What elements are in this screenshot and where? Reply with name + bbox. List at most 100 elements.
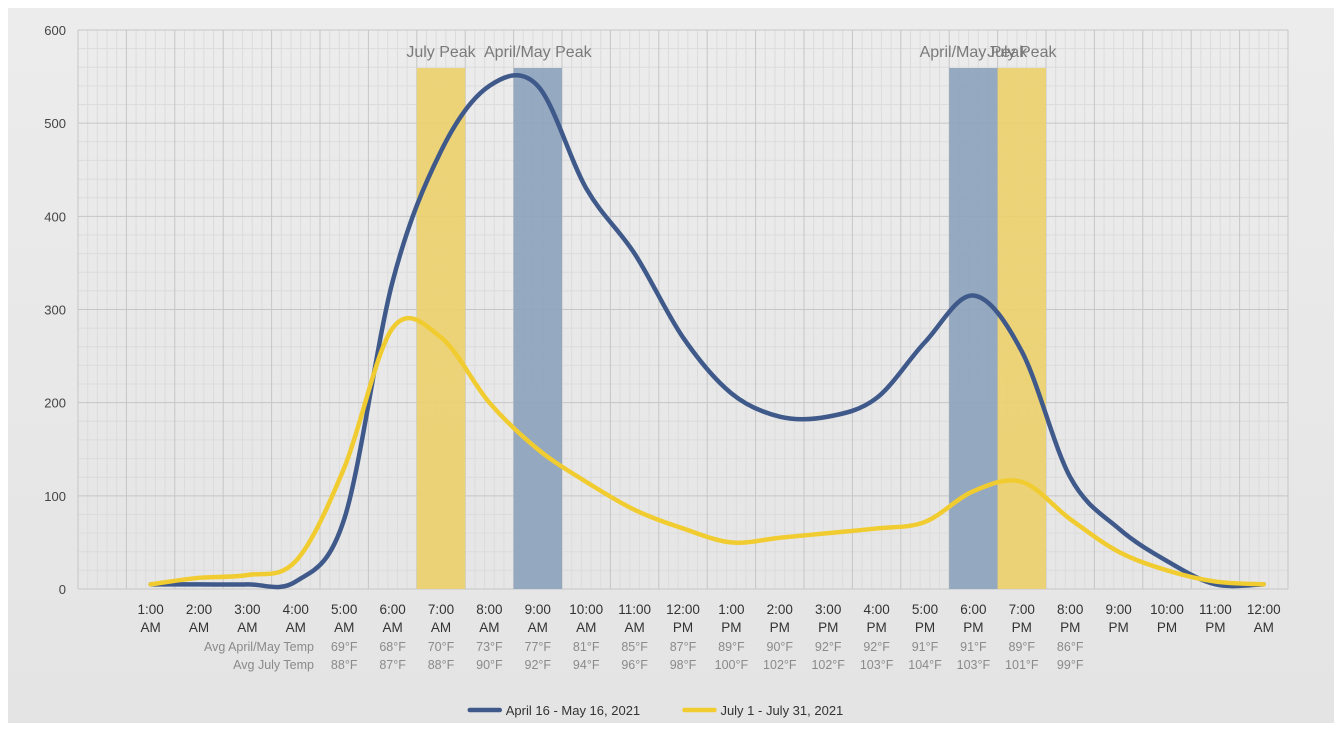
temperature-value: 77°F <box>525 640 552 654</box>
peak-highlight-label: July Peak <box>987 44 1057 61</box>
x-tick-label: 9:00 <box>1105 602 1131 617</box>
temperature-value: 87°F <box>379 658 406 672</box>
x-tick-label-period: PM <box>1012 620 1032 635</box>
x-tick-label-period: PM <box>721 620 741 635</box>
temperature-value: 91°F <box>912 640 939 654</box>
x-tick-label-period: PM <box>673 620 693 635</box>
temperature-value: 92°F <box>815 640 842 654</box>
y-tick-label: 300 <box>44 303 66 318</box>
temperature-value: 85°F <box>621 640 648 654</box>
x-tick-label: 9:00 <box>525 602 551 617</box>
x-tick-label: 1:00 <box>137 602 163 617</box>
temperature-value: 88°F <box>428 658 455 672</box>
x-tick-label: 3:00 <box>234 602 260 617</box>
x-tick-label: 11:00 <box>618 602 651 617</box>
x-tick-label-period: PM <box>866 620 886 635</box>
x-tick-label: 6:00 <box>379 602 405 617</box>
temperature-value: 91°F <box>960 640 987 654</box>
y-tick-label: 200 <box>44 396 66 411</box>
temperature-value: 103°F <box>860 658 894 672</box>
x-tick-label-period: AM <box>431 620 451 635</box>
x-tick-label: 6:00 <box>960 602 986 617</box>
x-tick-label-period: PM <box>1205 620 1225 635</box>
x-tick-label: 7:00 <box>1009 602 1035 617</box>
temperature-value: 89°F <box>718 640 745 654</box>
x-tick-label: 12:00 <box>666 602 700 617</box>
temperature-value: 101°F <box>1005 658 1039 672</box>
y-tick-label: 500 <box>44 116 66 131</box>
temperature-row-label: Avg July Temp <box>233 658 314 672</box>
x-tick-label: 3:00 <box>815 602 841 617</box>
temperature-value: 89°F <box>1009 640 1036 654</box>
x-tick-label-period: AM <box>189 620 209 635</box>
x-tick-label: 2:00 <box>767 602 793 617</box>
x-tick-label-period: PM <box>963 620 983 635</box>
peak-highlight-label: July Peak <box>406 44 476 61</box>
x-tick-label-period: PM <box>770 620 790 635</box>
x-tick-label-period: AM <box>140 620 160 635</box>
x-tick-label: 11:00 <box>1199 602 1232 617</box>
x-tick-label: 4:00 <box>283 602 309 617</box>
x-tick-label-period: AM <box>334 620 354 635</box>
x-tick-label-period: AM <box>528 620 548 635</box>
x-tick-label-period: AM <box>479 620 499 635</box>
temperature-value: 100°F <box>715 658 749 672</box>
series-line-2 <box>148 315 1267 587</box>
peak-highlight-band <box>513 68 562 589</box>
x-tick-label: 8:00 <box>1057 602 1083 617</box>
y-tick-label: 400 <box>44 209 66 224</box>
peak-highlight-band <box>949 68 998 589</box>
temperature-value: 69°F <box>331 640 358 654</box>
temperature-value: 94°F <box>573 658 600 672</box>
x-tick-label-period: AM <box>382 620 402 635</box>
temperature-value: 102°F <box>811 658 845 672</box>
temperature-value: 99°F <box>1057 658 1084 672</box>
temperature-value: 88°F <box>331 658 358 672</box>
x-tick-label-period: AM <box>576 620 596 635</box>
temperature-value: 103°F <box>957 658 991 672</box>
temperature-value: 68°F <box>379 640 406 654</box>
x-tick-label: 8:00 <box>476 602 502 617</box>
temperature-value: 104°F <box>908 658 942 672</box>
temperature-value: 81°F <box>573 640 600 654</box>
temperature-value: 90°F <box>767 640 794 654</box>
x-tick-label: 10:00 <box>569 602 603 617</box>
temperature-value: 96°F <box>621 658 648 672</box>
x-tick-label: 12:00 <box>1247 602 1281 617</box>
temperature-value: 70°F <box>428 640 455 654</box>
temperature-value: 90°F <box>476 658 503 672</box>
peak-highlights <box>416 68 1046 589</box>
legend-label: July 1 - July 31, 2021 <box>720 703 843 718</box>
y-tick-label: 600 <box>44 23 66 38</box>
x-tick-label-period: AM <box>624 620 644 635</box>
temperature-value: 92°F <box>863 640 890 654</box>
x-tick-label: 10:00 <box>1150 602 1184 617</box>
x-tick-label-period: PM <box>1060 620 1080 635</box>
temperature-value: 86°F <box>1057 640 1084 654</box>
legend-label: April 16 - May 16, 2021 <box>506 703 640 718</box>
temperature-value: 98°F <box>670 658 697 672</box>
x-tick-label-period: AM <box>1254 620 1274 635</box>
x-tick-label-period: PM <box>818 620 838 635</box>
x-tick-label: 7:00 <box>428 602 454 617</box>
temperature-value: 87°F <box>670 640 697 654</box>
y-tick-label: 0 <box>59 582 66 597</box>
x-tick-label-period: AM <box>286 620 306 635</box>
peak-highlight-label: April/May Peak <box>920 44 1029 61</box>
temperature-value: 102°F <box>763 658 797 672</box>
x-tick-label: 4:00 <box>863 602 889 617</box>
y-tick-label: 100 <box>44 489 66 504</box>
series-lines <box>148 73 1267 590</box>
x-tick-label: 2:00 <box>186 602 212 617</box>
temperature-row-label: Avg April/May Temp <box>204 640 314 654</box>
temperature-value: 73°F <box>476 640 503 654</box>
x-tick-label-period: PM <box>1108 620 1128 635</box>
temperature-value: 92°F <box>525 658 552 672</box>
x-tick-label-period: PM <box>915 620 935 635</box>
x-tick-label-period: PM <box>1157 620 1177 635</box>
chart-area: 0 100 200 300 400 500 600 July Peak April/May Pe… <box>8 8 1334 723</box>
x-tick-label: 5:00 <box>912 602 938 617</box>
peak-highlight-label: April/May Peak <box>484 44 593 61</box>
